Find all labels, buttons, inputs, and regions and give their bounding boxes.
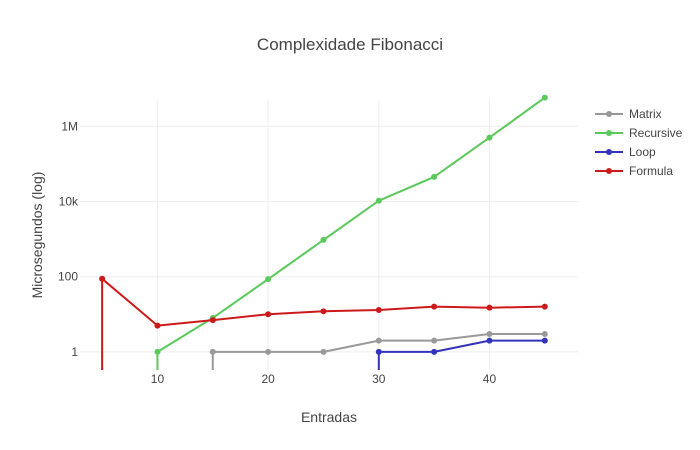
series-matrix-point: [209, 348, 216, 355]
x-tick-label: 40: [483, 372, 497, 386]
series-loop-line: [378, 339, 545, 353]
legend[interactable]: Matrix Recursive Loop Formula: [595, 107, 683, 178]
y-tick-label: 100: [58, 270, 78, 284]
legend-label: Loop: [629, 145, 656, 159]
series-formula-point: [486, 304, 493, 311]
legend-item-loop[interactable]: Loop: [595, 145, 656, 159]
legend-label: Formula: [629, 164, 673, 178]
legend-swatch-marker: [606, 168, 612, 174]
grid-lines: [80, 100, 578, 370]
series-matrix-point: [320, 348, 327, 355]
legend-item-matrix[interactable]: Matrix: [595, 107, 662, 121]
series-recursive-line: [156, 96, 546, 353]
series-formula-point: [541, 303, 548, 310]
series-formula-point: [265, 311, 272, 318]
y-tick-label: 1: [71, 345, 78, 359]
series-matrix-point: [265, 348, 272, 355]
x-axis-ticks: 10 20 30 40: [151, 372, 497, 386]
x-axis-title: Entradas: [301, 409, 357, 425]
legend-label: Matrix: [629, 107, 662, 121]
series-matrix-point: [541, 330, 548, 337]
series-loop-point: [486, 337, 493, 344]
series-formula-line: [101, 278, 545, 327]
series-recursive-point: [486, 134, 493, 141]
series-formula-point: [431, 303, 438, 310]
x-tick-label: 30: [372, 372, 386, 386]
series-recursive-point: [265, 276, 272, 283]
series-layer: [99, 94, 548, 370]
series-loop-point: [375, 348, 382, 355]
legend-swatch-marker: [606, 130, 612, 136]
series-matrix-point: [486, 330, 493, 337]
legend-label: Recursive: [629, 126, 683, 140]
x-tick-label: 20: [261, 372, 275, 386]
series-recursive-point: [375, 197, 382, 204]
series-recursive-point: [320, 236, 327, 243]
legend-item-recursive[interactable]: Recursive: [595, 126, 683, 140]
series-formula-point: [375, 307, 382, 314]
y-axis-ticks: 1 100 10k 1M: [58, 119, 79, 359]
legend-swatch-marker: [606, 149, 612, 155]
legend-item-formula[interactable]: Formula: [595, 164, 673, 178]
series-loop-point: [541, 337, 548, 344]
series-formula-point: [209, 317, 216, 324]
series-formula-point: [154, 322, 161, 329]
series-recursive: [154, 94, 548, 370]
y-tick-label: 1M: [61, 119, 78, 133]
chart-title: Complexidade Fibonacci: [257, 35, 443, 54]
legend-swatch-marker: [606, 111, 612, 117]
y-tick-label: 10k: [59, 194, 79, 208]
series-matrix-point: [431, 337, 438, 344]
series-recursive-point: [431, 173, 438, 180]
series-formula-point: [99, 275, 106, 282]
y-axis-title: Microsegundos (log): [29, 172, 45, 299]
series-formula-point: [320, 308, 327, 315]
series-matrix-point: [375, 337, 382, 344]
series-recursive-point: [541, 94, 548, 101]
series-matrix: [209, 330, 548, 370]
x-tick-label: 10: [151, 372, 165, 386]
series-recursive-point: [154, 348, 161, 355]
series-loop: [375, 337, 548, 370]
series-loop-point: [431, 348, 438, 355]
series-formula: [99, 275, 548, 370]
